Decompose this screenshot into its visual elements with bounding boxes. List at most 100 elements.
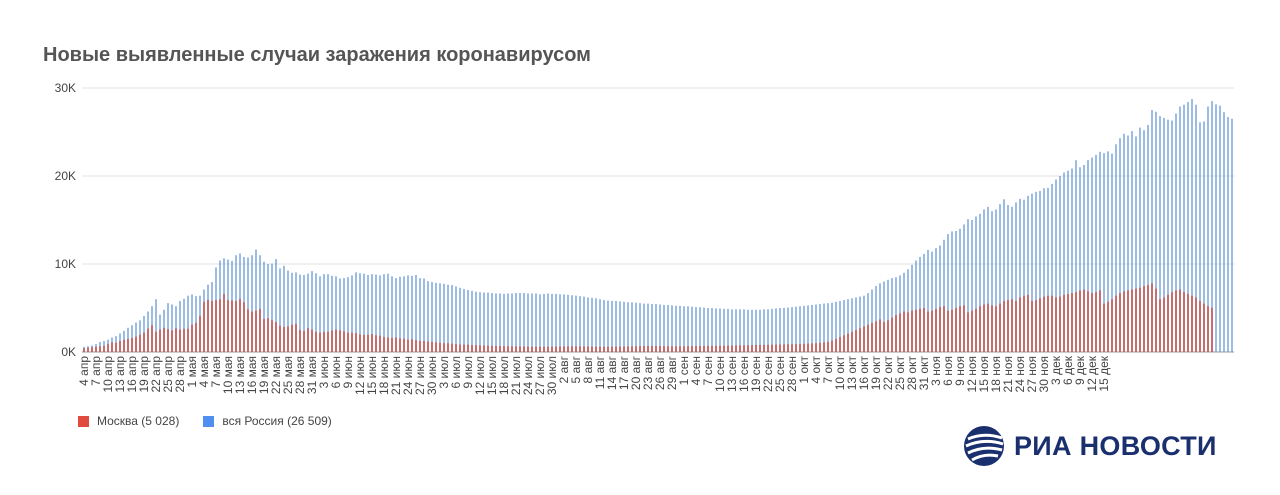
bar-russia xyxy=(247,257,249,352)
bar-russia xyxy=(327,274,329,352)
bar-moscow xyxy=(1059,296,1061,352)
bar-moscow xyxy=(979,306,981,352)
x-tick-label: 6 июл xyxy=(449,356,463,388)
bar-moscow xyxy=(651,345,653,352)
y-tick-label: 20K xyxy=(55,169,76,183)
bar-moscow xyxy=(659,346,661,352)
bar-moscow xyxy=(567,346,569,352)
bar-russia xyxy=(847,299,849,352)
bar-russia xyxy=(363,273,365,352)
bar-russia xyxy=(1215,104,1217,352)
bar-moscow xyxy=(359,334,361,352)
x-tick-label: 3 дек xyxy=(1049,355,1063,385)
bar-moscow xyxy=(239,298,241,352)
bar-moscow xyxy=(679,346,681,352)
bar-russia xyxy=(831,302,833,352)
bar-russia xyxy=(967,219,969,352)
bar-moscow xyxy=(999,303,1001,352)
bar-russia xyxy=(1175,113,1177,353)
bar-russia xyxy=(907,269,909,352)
legend-item-russia[interactable]: вся Россия (26 509) xyxy=(203,414,332,428)
bar-moscow xyxy=(1191,295,1193,352)
bar-russia xyxy=(535,293,537,352)
bar-moscow xyxy=(619,346,621,352)
bar-russia xyxy=(603,300,605,352)
x-tick-label: 28 апр xyxy=(173,356,187,393)
x-tick-label: 4 мая xyxy=(197,356,211,387)
bar-moscow xyxy=(83,348,85,352)
x-tick-label: 18 июн xyxy=(377,356,391,395)
bar-moscow xyxy=(795,344,797,352)
bar-moscow xyxy=(467,344,469,352)
x-tick-label: 27 июн xyxy=(413,356,427,395)
bar-russia xyxy=(687,306,689,352)
bar-moscow xyxy=(1087,291,1089,352)
bar-russia xyxy=(303,275,305,352)
bar-russia xyxy=(787,307,789,352)
bar-moscow xyxy=(703,345,705,352)
legend-label-moscow: Москва (5 028) xyxy=(97,414,180,428)
bar-moscow xyxy=(751,345,753,352)
bar-russia xyxy=(1011,206,1013,352)
bar-russia xyxy=(467,289,469,352)
bar-moscow xyxy=(375,335,377,352)
bar-russia xyxy=(715,308,717,352)
bar-moscow xyxy=(327,331,329,352)
bar-moscow xyxy=(1067,293,1069,352)
bar-moscow xyxy=(363,334,365,352)
bar-moscow xyxy=(459,344,461,352)
bar-moscow xyxy=(931,310,933,352)
bar-moscow xyxy=(255,310,257,352)
ria-novosti-logo: РИА НОВОСТИ xyxy=(962,424,1217,468)
bar-moscow xyxy=(907,312,909,352)
bar-moscow xyxy=(643,346,645,352)
bar-moscow xyxy=(871,322,873,352)
bar-russia xyxy=(471,290,473,352)
bar-moscow xyxy=(883,322,885,352)
bar-russia xyxy=(643,303,645,352)
bar-moscow xyxy=(791,344,793,352)
bar-moscow xyxy=(831,340,833,352)
bar-russia xyxy=(355,272,357,352)
bar-moscow xyxy=(1143,286,1145,352)
bar-russia xyxy=(915,260,917,352)
bar-moscow xyxy=(1183,292,1185,352)
bar-moscow xyxy=(1123,291,1125,352)
bar-moscow xyxy=(663,346,665,352)
bar-moscow xyxy=(975,308,977,352)
x-tick-label: 9 ноя xyxy=(953,356,967,386)
bar-russia xyxy=(523,293,525,352)
x-tick-label: 1 сен xyxy=(677,356,691,385)
bar-russia xyxy=(1071,168,1073,352)
bar-russia xyxy=(991,211,993,352)
legend-item-moscow[interactable]: Москва (5 028) xyxy=(78,414,179,428)
bar-russia xyxy=(731,309,733,352)
x-tick-label: 4 сен xyxy=(689,356,703,385)
x-tick-label: 19 окт xyxy=(869,356,883,391)
bar-moscow xyxy=(87,347,89,352)
bar-russia xyxy=(167,303,169,352)
bar-moscow xyxy=(1055,297,1057,352)
x-tick-label: 5 авг xyxy=(569,355,583,383)
bar-moscow xyxy=(151,325,153,352)
x-tick-label: 15 дек xyxy=(1097,355,1111,391)
bar-moscow xyxy=(675,346,677,352)
bar-russia xyxy=(1099,151,1101,352)
bar-moscow xyxy=(183,328,185,352)
bar-moscow xyxy=(491,345,493,352)
bar-russia xyxy=(1223,112,1225,352)
bar-russia xyxy=(1207,106,1209,352)
bar-moscow xyxy=(215,300,217,352)
x-tick-label: 21 ноя xyxy=(1001,356,1015,392)
bar-moscow xyxy=(1099,290,1101,352)
x-tick-label: 14 авг xyxy=(605,355,619,390)
bar-moscow xyxy=(711,345,713,352)
bar-moscow xyxy=(263,319,265,352)
bar-russia xyxy=(423,278,425,352)
bar-russia xyxy=(279,268,281,352)
bar-russia xyxy=(571,295,573,352)
x-tick-label: 2 авг xyxy=(557,355,571,383)
bar-russia xyxy=(763,309,765,352)
x-tick-label: 10 апр xyxy=(101,356,115,393)
